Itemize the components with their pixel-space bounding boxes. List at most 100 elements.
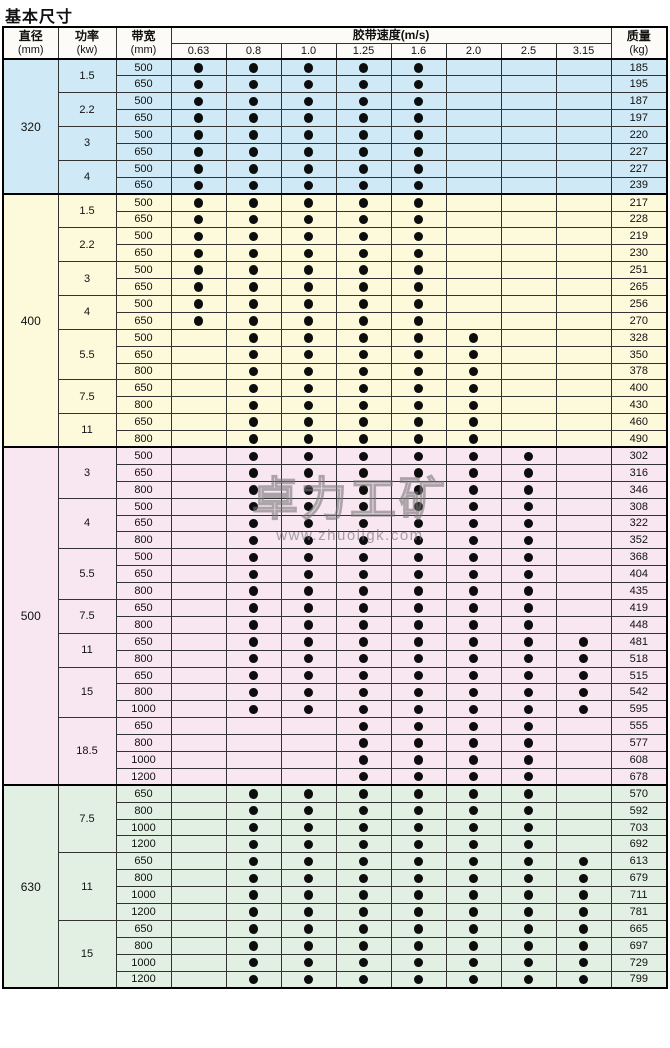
dot-marker [414,924,423,934]
mass-cell: 316 [610,463,668,482]
table-row: 1000 703 [3,818,668,837]
table-row: 500 3 500 302 [2,446,668,786]
speed-dot-cell [280,379,337,398]
speed-dot-cell [500,430,557,448]
dot-marker [469,434,478,444]
speed-dot-cell [280,548,337,567]
table-row: 4 500 256 [3,294,668,330]
table-row: 1200 678 [3,767,668,786]
speed-dot-cell [390,261,447,280]
speed-dot-cell [170,599,227,617]
speed-dot-cell [170,869,227,888]
dot-marker [194,299,203,309]
belt-width-cell: 500 [115,58,172,77]
dot-marker [414,653,423,664]
speed-dot-cell [280,345,337,364]
speed-dot-cell [445,244,502,263]
dot-marker [249,417,258,427]
speed-dot-cell [225,379,282,398]
diameter-cell: 500 [2,446,59,786]
dot-marker [414,637,423,647]
mass-cell: 239 [610,176,668,195]
speed-dot-cell [170,430,227,448]
belt-width-cell: 500 [115,294,172,313]
dot-marker [249,839,258,850]
speed-dot-cell [390,58,447,77]
mass-cell: 346 [610,480,668,499]
speed-dot-cell [335,311,392,330]
speed-dot-cell [225,210,282,229]
belt-width-cell: 650 [115,278,172,296]
speed-dot-cell [500,700,557,719]
speed-dot-cell [335,565,392,584]
speed-dot-cell [500,531,557,550]
dot-marker [304,299,313,309]
diameter-cell: 630 [2,784,59,989]
dot-marker [304,434,313,444]
dot-marker [304,164,313,174]
speed-dot-cell [555,599,612,617]
mass-cell: 219 [610,227,668,246]
speed-dot-cell [335,835,392,854]
dot-marker [579,637,589,647]
dot-marker [469,856,478,867]
dot-marker [469,789,478,799]
speed-dot-cell [445,413,502,432]
dot-marker [414,366,423,377]
dot-marker [304,586,313,596]
speed-dot-cell [280,396,337,415]
mass-cell: 251 [610,261,668,280]
dot-marker [579,957,589,968]
speed-dot-cell [280,886,337,905]
table-row: 11 650 460 [3,413,668,448]
table-header: 直径 (mm) 功率 (kw) 带宽 (mm) 胶带速度(m/s) 质量 (kg… [2,26,668,60]
speed-dot-cell [555,531,612,550]
speed-dot-cell [225,480,282,499]
speed-dot-cell [170,582,227,600]
speed-dot-cell [335,801,392,820]
speed-dot-cell [225,886,282,905]
speed-dot-cell [225,582,282,600]
dot-marker [414,839,423,850]
dot-marker [414,299,423,309]
dot-marker [304,113,313,123]
speed-dot-cell [280,700,337,719]
dot-marker [249,653,258,664]
dot-marker [194,180,203,191]
table-row: 7.5 650 419 [3,599,668,634]
table-row: 650 316 [3,463,668,482]
dot-marker [359,771,368,782]
belt-width-cell: 500 [115,497,172,516]
belt-width-cell: 650 [115,632,172,651]
dot-marker [359,586,368,596]
power-cell: 2.2 [57,227,117,263]
speed-dot-cell [500,413,557,432]
dot-marker [304,248,313,259]
dot-marker [524,485,533,495]
speed-dot-cell [335,936,392,955]
belt-width-cell: 1000 [115,700,172,719]
dot-marker [469,518,478,529]
speed-dot-cell [500,632,557,651]
dot-marker [194,130,203,140]
mass-cell: 419 [610,599,668,617]
speed-dot-cell [170,497,227,516]
speed-dot-cell [335,75,392,94]
dot-marker [359,333,368,343]
speed-dot-cell [500,599,557,617]
dot-marker [414,130,423,140]
speed-dot-cell [225,311,282,330]
table-row: 11 650 613 [3,852,668,921]
table-row: 650 197 [3,109,668,128]
speed-dot-cell [500,683,557,702]
speed-dot-cell [225,700,282,719]
dot-marker [249,822,258,833]
dot-marker [524,637,533,647]
dot-marker [524,653,533,664]
speed-dot-cell [170,244,227,263]
dot-marker [524,451,533,462]
mass-cell: 448 [610,615,668,634]
speed-dot-cell [500,548,557,567]
mass-cell: 781 [610,903,668,921]
dot-marker [359,214,368,225]
